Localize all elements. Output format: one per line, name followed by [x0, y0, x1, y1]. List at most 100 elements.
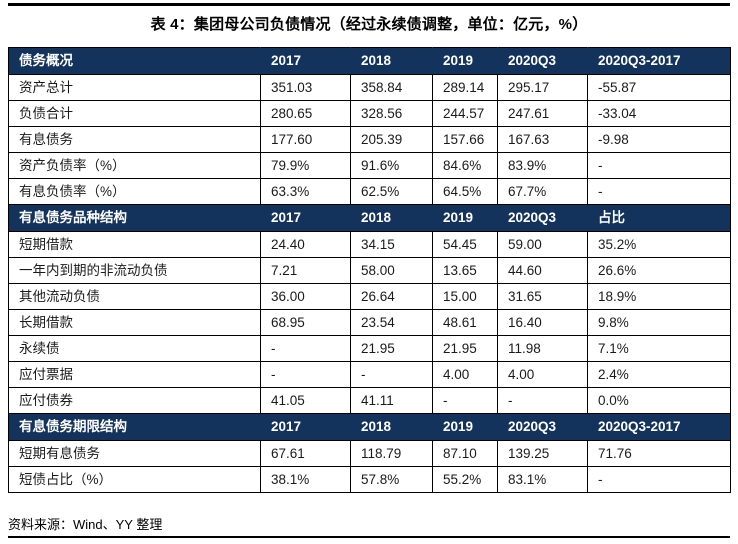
section-header-label: 有息债务品种结构: [8, 204, 261, 232]
value-cell: 62.5%: [350, 178, 433, 205]
value-cell: 21.95: [432, 335, 498, 362]
section-header-row: 债务概况 2017 2018 2019 2020Q3 2020Q3-2017: [8, 47, 731, 75]
table-row: 资产总计 351.03 358.84 289.14 295.17 -55.87: [8, 74, 731, 101]
value-cell: 44.60: [497, 257, 588, 284]
value-cell: 57.8%: [350, 466, 433, 493]
value-cell: 7.1%: [587, 335, 731, 362]
value-cell: 0.0%: [587, 387, 731, 414]
table-row: 有息负债率（%） 63.3% 62.5% 64.5% 67.7% -: [8, 178, 731, 205]
value-cell: 26.6%: [587, 257, 731, 284]
table-row: 有息债务 177.60 205.39 157.66 167.63 -9.98: [8, 126, 731, 153]
value-cell: 31.65: [497, 283, 588, 310]
value-cell: 34.15: [350, 231, 433, 258]
row-label-cell: 应付债券: [8, 387, 261, 414]
table-row: 长期借款 68.95 23.54 48.61 16.40 9.8%: [8, 309, 731, 336]
value-cell: -: [432, 387, 498, 414]
value-cell: 139.25: [497, 440, 588, 467]
row-label-cell: 一年内到期的非流动负债: [8, 257, 261, 284]
value-cell: 87.10: [432, 440, 498, 467]
value-cell: 7.21: [260, 257, 351, 284]
table-row: 短债占比（%） 38.1% 57.8% 55.2% 83.1% -: [8, 466, 731, 493]
value-cell: 4.00: [497, 361, 588, 388]
row-label-cell: 永续债: [8, 335, 261, 362]
value-cell: 167.63: [497, 126, 588, 153]
value-cell: -55.87: [587, 74, 731, 101]
value-cell: 79.9%: [260, 152, 351, 179]
section-header-row: 有息债务品种结构 2017 2018 2019 2020Q3 占比: [8, 204, 731, 232]
table-row: 一年内到期的非流动负债 7.21 58.00 13.65 44.60 26.6%: [8, 257, 731, 284]
row-label-cell: 应付票据: [8, 361, 261, 388]
value-cell: 24.40: [260, 231, 351, 258]
value-cell: 4.00: [432, 361, 498, 388]
column-header-cell: 2019: [432, 47, 498, 75]
value-cell: 18.9%: [587, 283, 731, 310]
value-cell: 15.00: [432, 283, 498, 310]
row-label-cell: 其他流动负债: [8, 283, 261, 310]
section-header-label: 有息债务期限结构: [8, 413, 261, 441]
row-label-cell: 有息负债率（%）: [8, 178, 261, 205]
column-header-cell: 2018: [350, 204, 433, 232]
value-cell: 38.1%: [260, 466, 351, 493]
value-cell: 118.79: [350, 440, 433, 467]
value-cell: 21.95: [350, 335, 433, 362]
debt-table-body: 债务概况 2017 2018 2019 2020Q3 2020Q3-2017 资产总计 351…: [8, 47, 731, 493]
row-label-cell: 短期借款: [8, 231, 261, 258]
value-cell: 35.2%: [587, 231, 731, 258]
row-label-cell: 短期有息债务: [8, 440, 261, 467]
table-row: 应付票据 - -4.00 4.00 2.4%: [8, 361, 731, 388]
value-cell: 26.64: [350, 283, 433, 310]
bottom-divider: [8, 536, 730, 538]
debt-summary-table: 债务概况 2017 2018 2019 2020Q3 2020Q3-2017 资产总计 351…: [8, 47, 731, 493]
value-cell: 67.7%: [497, 178, 588, 205]
section-header-row: 有息债务期限结构 2017 2018 2019 2020Q3 2020Q3-2017: [8, 413, 731, 441]
value-cell: 9.8%: [587, 309, 731, 336]
value-cell: 157.66: [432, 126, 498, 153]
value-cell: 83.9%: [497, 152, 588, 179]
column-header-cell: 2019: [432, 204, 498, 232]
column-header-cell: 2017: [260, 47, 351, 75]
section-header-label: 债务概况: [8, 47, 261, 75]
value-cell: 67.61: [260, 440, 351, 467]
value-cell: -: [497, 387, 588, 414]
value-cell: 11.98: [497, 335, 588, 362]
value-cell: -: [587, 178, 731, 205]
value-cell: 23.54: [350, 309, 433, 336]
value-cell: 91.6%: [350, 152, 433, 179]
value-cell: 177.60: [260, 126, 351, 153]
column-header-cell: 2017: [260, 204, 351, 232]
value-cell: 41.05: [260, 387, 351, 414]
row-label-cell: 有息债务: [8, 126, 261, 153]
column-header-cell: 2020Q3: [497, 204, 588, 232]
column-header-cell: 2020Q3-2017: [587, 413, 731, 441]
value-cell: 48.61: [432, 309, 498, 336]
value-cell: 328.56: [350, 100, 433, 127]
value-cell: 41.11: [350, 387, 433, 414]
table-title: 表 4：集团母公司负债情况（经过永续债调整，单位：亿元，%）: [150, 16, 588, 33]
table-row: 应付债券 41.05 41.11- -0.0%: [8, 387, 731, 414]
value-cell: 358.84: [350, 74, 433, 101]
value-cell: 71.76: [587, 440, 731, 467]
table-row: 资产负债率（%） 79.9% 91.6% 84.6% 83.9% -: [8, 152, 731, 179]
value-cell: 83.1%: [497, 466, 588, 493]
column-header-cell: 2019: [432, 413, 498, 441]
value-cell: 68.95: [260, 309, 351, 336]
data-source-note: 资料来源：Wind、YY 整理: [8, 517, 163, 532]
value-cell: 2.4%: [587, 361, 731, 388]
row-label-cell: 长期借款: [8, 309, 261, 336]
row-label-cell: 短债占比（%）: [8, 466, 261, 493]
table-row: 其他流动负债 36.00 26.64 15.00 31.65 18.9%: [8, 283, 731, 310]
value-cell: 54.45: [432, 231, 498, 258]
value-cell: 351.03: [260, 74, 351, 101]
table-row: 短期有息债务 67.61 118.79 87.10 139.25 71.76: [8, 440, 731, 467]
value-cell: 36.00: [260, 283, 351, 310]
value-cell: -: [587, 152, 731, 179]
top-divider: [8, 3, 730, 6]
value-cell: 295.17: [497, 74, 588, 101]
value-cell: 64.5%: [432, 178, 498, 205]
column-header-cell: 2018: [350, 47, 433, 75]
value-cell: 63.3%: [260, 178, 351, 205]
value-cell: 55.2%: [432, 466, 498, 493]
value-cell: -9.98: [587, 126, 731, 153]
value-cell: 59.00: [497, 231, 588, 258]
